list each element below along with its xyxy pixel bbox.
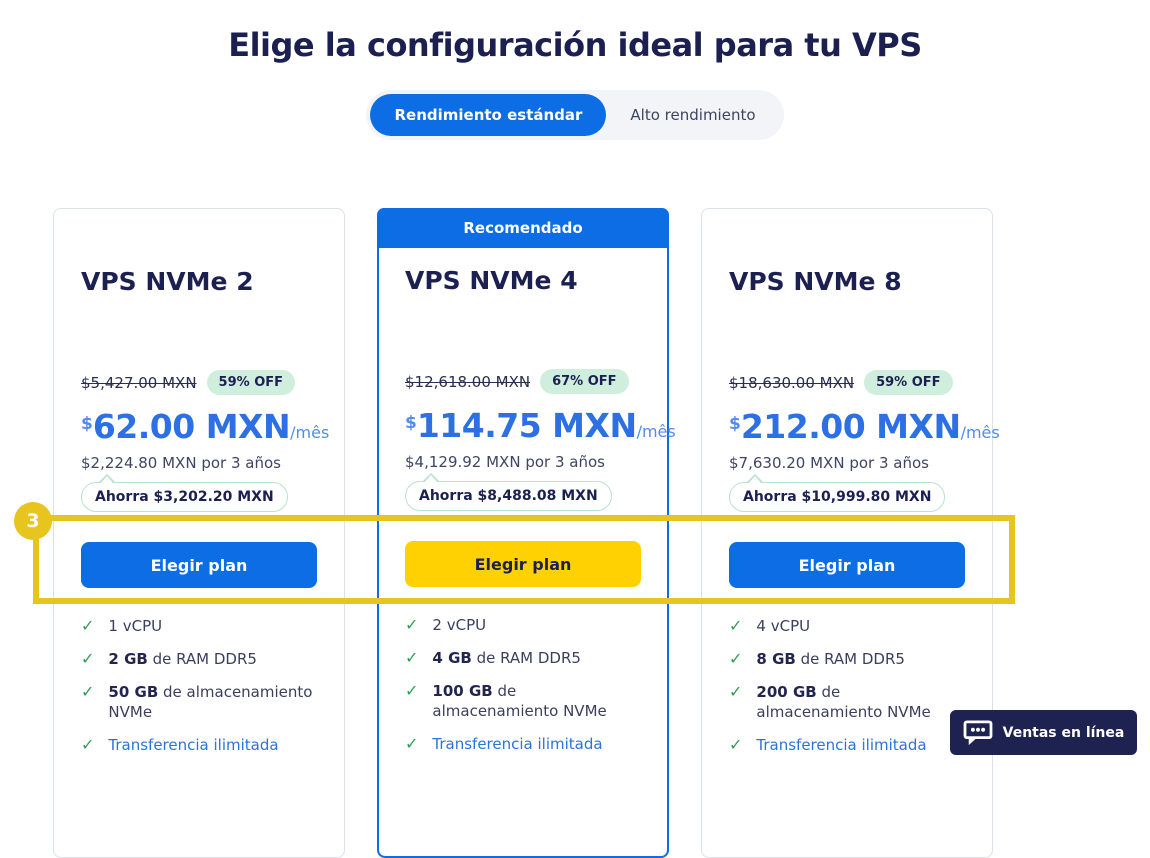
feature-list: ✓ 4 vCPU ✓ 8 GB de RAM DDR5 ✓ 200 GB de almac… <box>729 616 965 755</box>
chat-bubble-icon <box>963 719 993 746</box>
check-icon: ✓ <box>729 682 743 701</box>
feature-label: 8 GB de RAM DDR5 <box>756 650 905 668</box>
plan-name: VPS NVMe 4 <box>405 266 578 295</box>
price-block: $5,427.00 MXN 59% OFF $62.00 MXN/mês $2,… <box>81 370 329 512</box>
check-icon: ✓ <box>81 735 95 754</box>
pricing-card: Recomendado VPS NVMe 4 $12,618.00 MXN 67… <box>377 208 676 858</box>
discount-badge: 59% OFF <box>206 370 296 395</box>
feature-item: ✓ 2 vCPU <box>405 615 641 635</box>
feature-item[interactable]: ✓ Transferencia ilimitada <box>729 735 965 755</box>
check-icon: ✓ <box>405 681 419 700</box>
savings-badge: Ahorra $10,999.80 MXN <box>729 474 946 512</box>
check-icon: ✓ <box>81 682 95 701</box>
feature-item: ✓ 8 GB de RAM DDR5 <box>729 649 965 669</box>
chat-label: Ventas en línea <box>1002 724 1125 741</box>
feature-item: ✓ 1 vCPU <box>81 616 317 636</box>
price-block: $18,630.00 MXN 59% OFF $212.00 MXN/mês $… <box>729 370 1000 512</box>
check-icon: ✓ <box>81 649 95 668</box>
currency-symbol: $ <box>729 414 741 434</box>
savings-badge: Ahorra $3,202.20 MXN <box>81 474 288 512</box>
choose-plan-button[interactable]: Elegir plan <box>405 541 641 587</box>
feature-label: Transferencia ilimitada <box>432 735 603 753</box>
plan-name: VPS NVMe 8 <box>729 267 902 296</box>
feature-item: ✓ 4 vCPU <box>729 616 965 636</box>
choose-plan-button[interactable]: Elegir plan <box>81 542 317 588</box>
feature-item: ✓ 200 GB de almacenamiento NVMe <box>729 682 965 722</box>
price-amount: 62.00 MXN <box>92 407 291 446</box>
check-icon: ✓ <box>405 615 419 634</box>
check-icon: ✓ <box>729 649 743 668</box>
feature-label: 1 vCPU <box>108 617 163 635</box>
page-title: Elige la configuración ideal para tu VPS <box>228 26 922 64</box>
savings-label: Ahorra $3,202.20 MXN <box>95 489 274 505</box>
price-period: /mês <box>290 423 330 442</box>
feature-list: ✓ 2 vCPU ✓ 4 GB de RAM DDR5 ✓ 100 GB de almac… <box>405 615 641 754</box>
check-icon: ✓ <box>405 648 419 667</box>
feature-list: ✓ 1 vCPU ✓ 2 GB de RAM DDR5 ✓ 50 GB de almace… <box>81 616 317 755</box>
feature-label: 100 GB de almacenamiento NVMe <box>432 682 607 720</box>
annotation-step-badge: 3 <box>14 502 52 540</box>
choose-plan-button[interactable]: Elegir plan <box>729 542 965 588</box>
old-price: $18,630.00 MXN <box>729 373 855 392</box>
old-price: $12,618.00 MXN <box>405 372 531 391</box>
feature-label: Transferencia ilimitada <box>108 736 279 754</box>
check-icon: ✓ <box>729 616 743 635</box>
plan-name: VPS NVMe 2 <box>81 267 254 296</box>
check-icon: ✓ <box>81 616 95 635</box>
feature-item: ✓ 50 GB de almacenamiento NVMe <box>81 682 317 722</box>
feature-item[interactable]: ✓ Transferencia ilimitada <box>81 735 317 755</box>
price-period: /mês <box>960 423 1000 442</box>
check-icon: ✓ <box>405 734 419 753</box>
feature-label: 200 GB de almacenamiento NVMe <box>756 683 931 721</box>
feature-label: 2 vCPU <box>432 616 487 634</box>
old-price: $5,427.00 MXN <box>81 373 197 392</box>
term-price: $7,630.20 MXN por 3 años <box>729 454 929 472</box>
savings-label: Ahorra $10,999.80 MXN <box>743 489 932 505</box>
discount-badge: 67% OFF <box>540 369 629 394</box>
feature-label: Transferencia ilimitada <box>756 736 927 754</box>
performance-toggle: Rendimiento estándar Alto rendimiento <box>366 90 784 140</box>
feature-label: 4 vCPU <box>756 617 811 635</box>
currency-symbol: $ <box>405 413 417 433</box>
pricing-card: VPS NVMe 8 $18,630.00 MXN 59% OFF $212.0… <box>701 208 1000 858</box>
recommended-banner-label: Recomendado <box>463 219 583 237</box>
currency-symbol: $ <box>81 414 93 434</box>
price: $114.75 MXN/mês <box>405 406 676 445</box>
price-amount: 114.75 MXN <box>416 406 637 445</box>
feature-label: 4 GB de RAM DDR5 <box>432 649 581 667</box>
term-price: $2,224.80 MXN por 3 años <box>81 454 281 472</box>
price-amount: 212.00 MXN <box>740 407 961 446</box>
recommended-banner: Recomendado <box>377 208 669 248</box>
term-price: $4,129.92 MXN por 3 años <box>405 453 605 471</box>
toggle-standard-performance[interactable]: Rendimiento estándar <box>370 94 607 136</box>
check-icon: ✓ <box>729 735 743 754</box>
discount-badge: 59% OFF <box>864 370 953 395</box>
feature-label: 50 GB de almacenamiento NVMe <box>108 683 313 721</box>
feature-label: 2 GB de RAM DDR5 <box>108 650 257 668</box>
savings-badge: Ahorra $8,488.08 MXN <box>405 473 612 511</box>
feature-item[interactable]: ✓ Transferencia ilimitada <box>405 734 641 754</box>
sales-chat-button[interactable]: Ventas en línea <box>950 710 1137 755</box>
performance-toggle-wrap: Rendimiento estándar Alto rendimiento <box>0 90 1150 140</box>
savings-label: Ahorra $8,488.08 MXN <box>419 488 598 504</box>
feature-item: ✓ 100 GB de almacenamiento NVMe <box>405 681 641 721</box>
feature-item: ✓ 2 GB de RAM DDR5 <box>81 649 317 669</box>
price: $62.00 MXN/mês <box>81 407 329 446</box>
pricing-card: VPS NVMe 2 $5,427.00 MXN 59% OFF $62.00 … <box>53 208 345 858</box>
price-period: /mês <box>636 422 676 441</box>
price: $212.00 MXN/mês <box>729 407 1000 446</box>
price-block: $12,618.00 MXN 67% OFF $114.75 MXN/mês $… <box>405 369 676 511</box>
toggle-high-performance[interactable]: Alto rendimiento <box>630 106 756 124</box>
feature-item: ✓ 4 GB de RAM DDR5 <box>405 648 641 668</box>
pricing-cards: VPS NVMe 2 $5,427.00 MXN 59% OFF $62.00 … <box>53 208 1000 858</box>
